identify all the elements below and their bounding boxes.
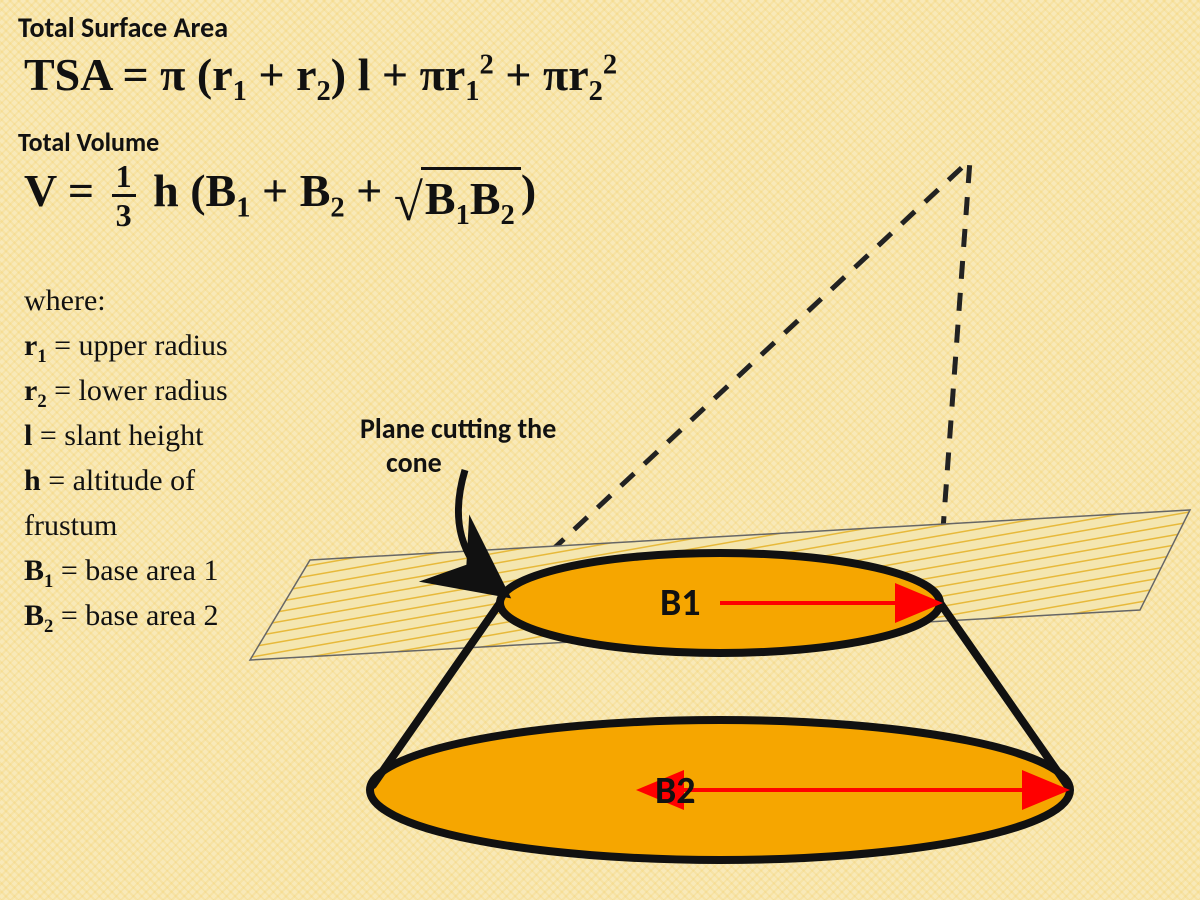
b2-label: B2 <box>655 768 696 814</box>
b1-label: B1 <box>660 580 701 626</box>
frustum-diagram <box>0 0 1200 900</box>
